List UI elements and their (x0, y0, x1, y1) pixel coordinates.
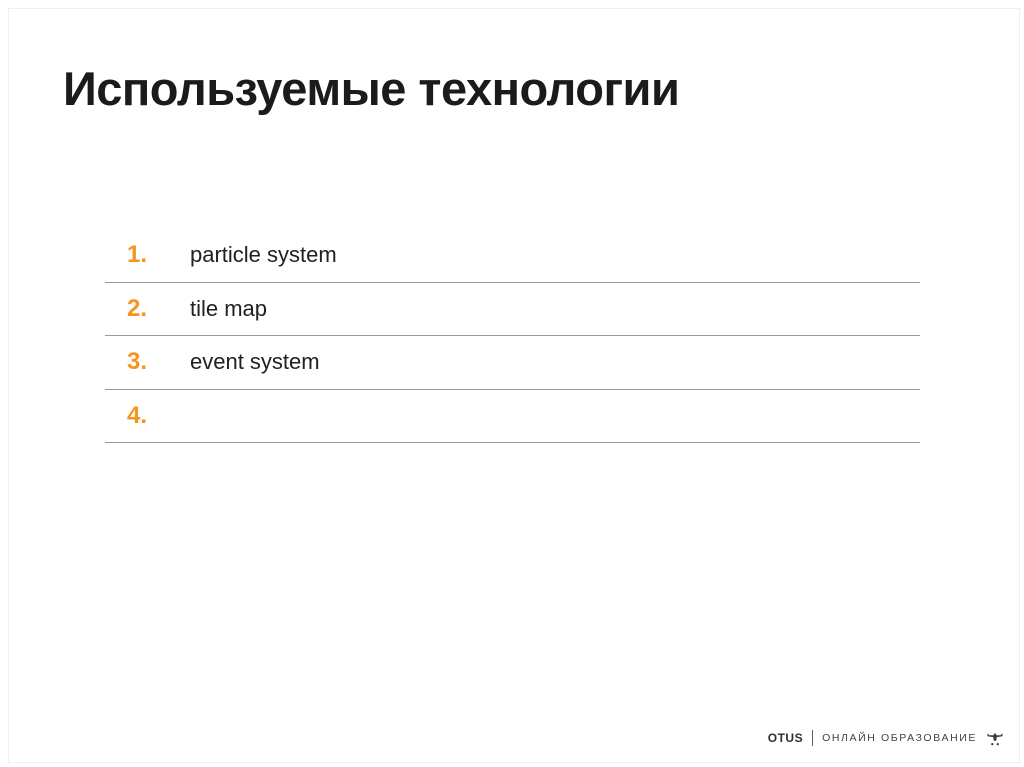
list-item: 2. tile map (105, 283, 920, 336)
list-item-number: 4. (127, 401, 148, 429)
footer-separator (812, 730, 814, 746)
list-item-label: event system (190, 349, 320, 375)
list-item-number: 3. (127, 348, 148, 376)
footer-brand-bar: OTUS ОНЛАЙН ОБРАЗОВАНИЕ (768, 728, 1004, 748)
list-item-number: 2. (127, 294, 148, 322)
page-title: Используемые технологии (63, 62, 680, 115)
brand-tagline: ОНЛАЙН ОБРАЗОВАНИЕ (822, 732, 977, 744)
list-item-label: particle system (190, 242, 337, 268)
otus-bird-icon (986, 729, 1004, 748)
list-item-label: tile map (190, 295, 268, 321)
list-item: 4. (105, 390, 920, 443)
technology-list: 1. particle system 2. tile map 3. event … (105, 229, 920, 443)
brand-logotype: OTUS (767, 731, 804, 745)
list-item: 1. particle system (105, 229, 920, 283)
list-item-number: 1. (127, 241, 148, 269)
list-item: 3. event system (105, 336, 920, 390)
